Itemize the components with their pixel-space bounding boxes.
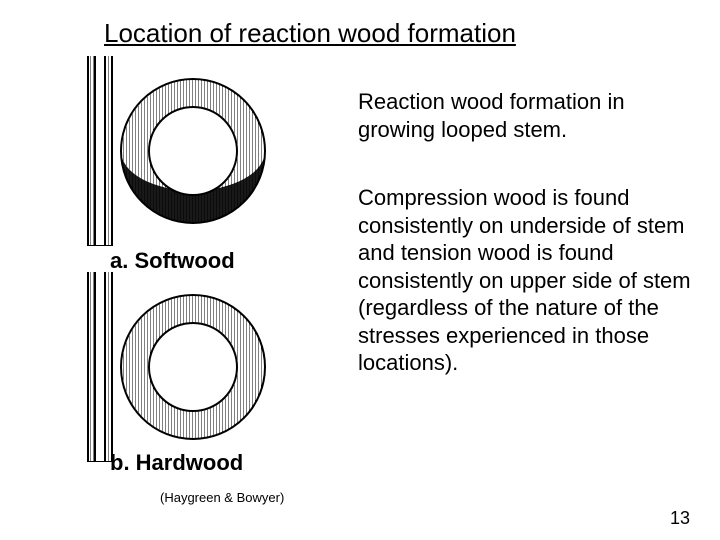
intro-text: Reaction wood formation in growing loope… — [358, 88, 688, 143]
body-text: Compression wood is found consistently o… — [358, 184, 694, 377]
diagram-hardwood — [78, 272, 278, 462]
diagram-softwood — [78, 56, 278, 246]
citation: (Haygreen & Bowyer) — [160, 490, 284, 505]
slide-title: Location of reaction wood formation — [104, 18, 516, 49]
slide: Location of reaction wood formation a. S… — [0, 0, 720, 540]
caption-hardwood: b. Hardwood — [110, 450, 243, 476]
caption-softwood: a. Softwood — [110, 248, 235, 274]
page-number: 13 — [670, 508, 690, 529]
